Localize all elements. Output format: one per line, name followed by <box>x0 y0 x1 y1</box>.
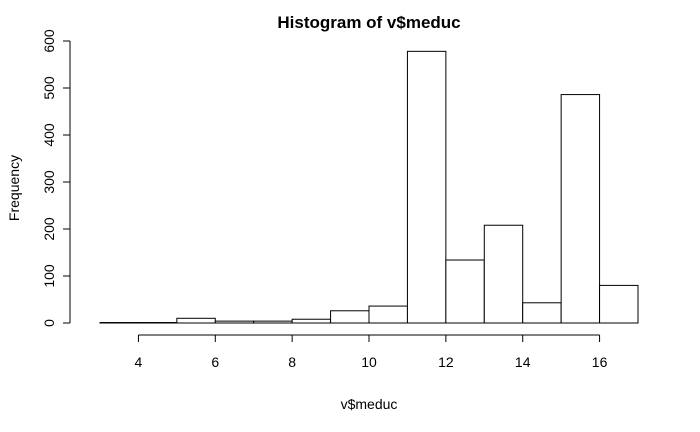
histogram-bar <box>330 310 370 324</box>
chart-title: Histogram of v$meduc <box>277 13 460 32</box>
x-tick-label: 14 <box>515 354 531 370</box>
y-tick-label: 600 <box>41 29 57 53</box>
histogram-bar <box>176 317 216 324</box>
y-axis: 0 100 200 300 400 500 600 <box>41 29 71 327</box>
y-tick-label: 400 <box>41 123 57 147</box>
histogram-bar <box>253 320 293 324</box>
x-tick-label: 4 <box>135 354 143 370</box>
histogram-bar <box>291 318 332 324</box>
histogram-bar <box>560 94 601 324</box>
histogram-bar <box>214 320 255 324</box>
x-axis: 4 6 8 10 12 14 16 <box>135 334 608 370</box>
x-tick-label: 16 <box>592 354 608 370</box>
y-tick-label: 200 <box>41 217 57 241</box>
histogram-bar <box>599 284 639 324</box>
y-axis-label: Frequency <box>6 155 22 221</box>
x-axis-label: v$meduc <box>341 396 398 412</box>
histogram-bar <box>406 50 447 324</box>
histogram-bar <box>483 224 524 324</box>
histogram-bar <box>368 305 408 324</box>
histogram-bar <box>522 302 562 324</box>
x-tick-label: 12 <box>438 354 454 370</box>
x-tick-label: 6 <box>211 354 219 370</box>
y-tick-label: 500 <box>41 76 57 100</box>
y-tick-label: 0 <box>41 319 57 327</box>
y-tick-label: 300 <box>41 170 57 194</box>
bars-group <box>99 50 639 324</box>
x-tick-label: 8 <box>288 354 296 370</box>
y-tick-label: 100 <box>41 264 57 288</box>
x-tick-label: 10 <box>361 354 377 370</box>
histogram-bar <box>445 259 485 324</box>
